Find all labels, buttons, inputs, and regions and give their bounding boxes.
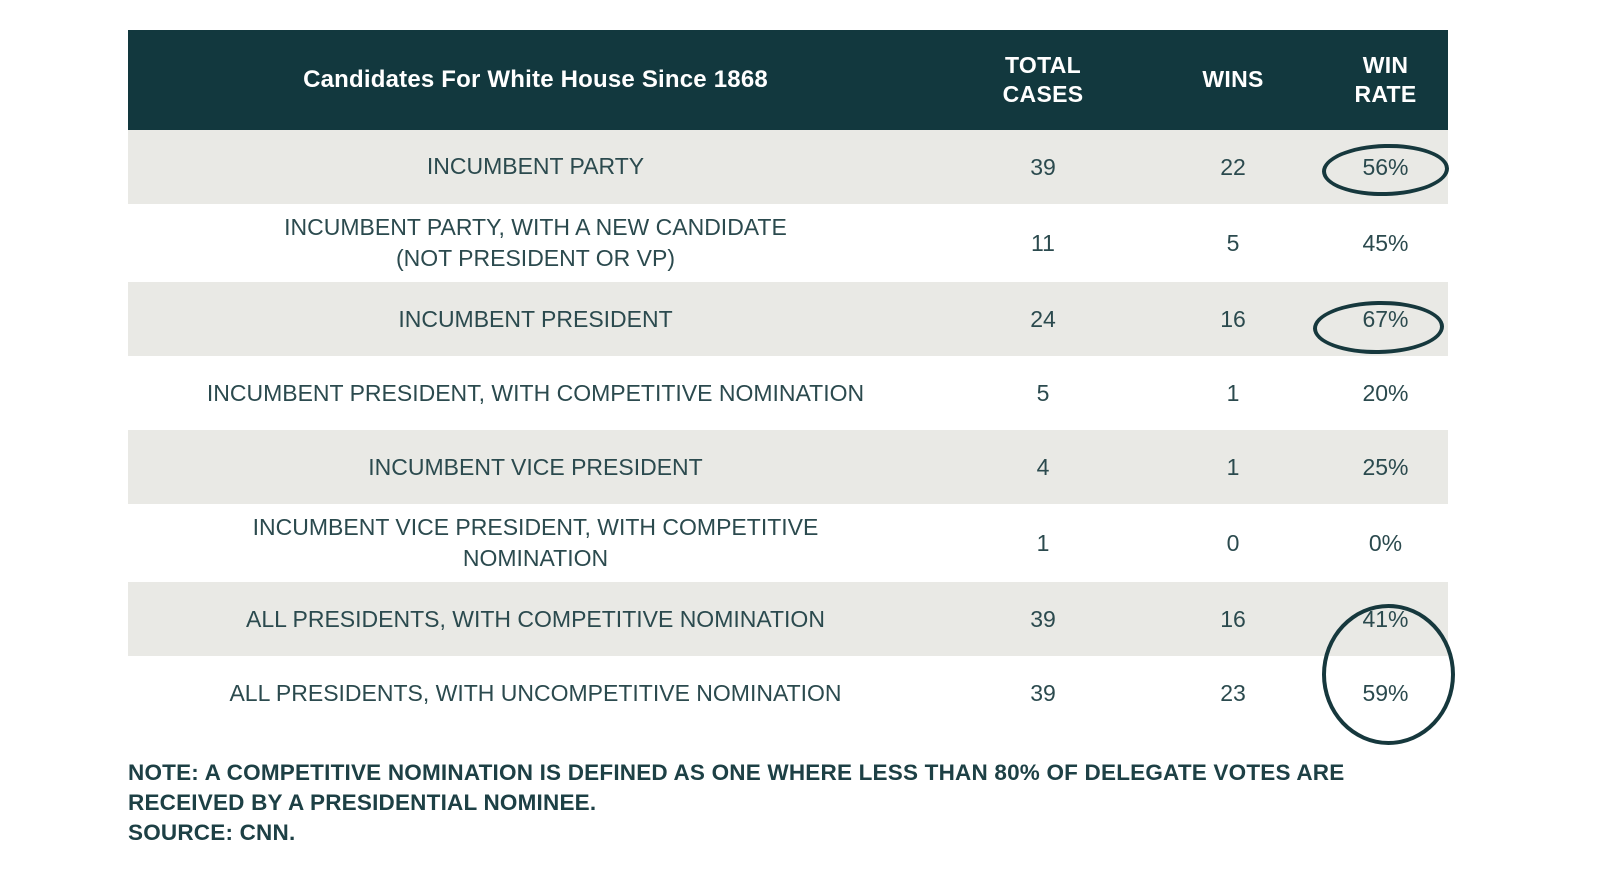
column-header-wins: WINS	[1202, 66, 1264, 93]
cell-wins: 1	[1226, 453, 1240, 480]
row-label: INCUMBENT VICE PRESIDENT	[368, 453, 703, 480]
footnote: NOTE: A COMPETITIVE NOMINATION IS DEFINE…	[128, 758, 1448, 847]
cell-total-cases: 5	[1036, 379, 1050, 406]
source-text: SOURCE: CNN.	[128, 819, 296, 845]
row-label: INCUMBENT PRESIDENT, WITH COMPETITIVE NO…	[206, 379, 865, 406]
cell-wins: 16	[1220, 305, 1246, 332]
cell-wins: 22	[1220, 153, 1246, 180]
row-label: INCUMBENT VICE PRESIDENT, WITH COMPETITI…	[252, 514, 819, 572]
cell-wins: 16	[1220, 605, 1246, 632]
cell-win-rate: 25%	[1362, 453, 1409, 480]
table-row: INCUMBENT PARTY 39 22 56%	[128, 130, 1448, 204]
table-row: INCUMBENT VICE PRESIDENT 4 1 25%	[128, 430, 1448, 505]
cell-total-cases: 39	[1030, 605, 1056, 632]
cell-total-cases: 4	[1036, 453, 1050, 480]
table-row: INCUMBENT VICE PRESIDENT, WITH COMPETITI…	[128, 504, 1448, 583]
cell-win-rate: 56%	[1362, 153, 1409, 180]
cell-win-rate: 59%	[1362, 679, 1409, 706]
cell-total-cases: 11	[1031, 229, 1055, 256]
row-label: ALL PRESIDENTS, WITH UNCOMPETITIVE NOMIN…	[229, 679, 842, 706]
table-row: INCUMBENT PARTY, WITH A NEW CANDIDATE (N…	[128, 204, 1448, 283]
cell-win-rate: 0%	[1368, 529, 1403, 556]
row-label: INCUMBENT PRESIDENT	[398, 305, 673, 332]
row-label: INCUMBENT PARTY, WITH A NEW CANDIDATE (N…	[284, 214, 787, 272]
cell-win-rate: 45%	[1362, 229, 1409, 256]
column-header-total-cases: TOTAL CASES	[1002, 51, 1084, 107]
table-header-row: Candidates For White House Since 1868 TO…	[128, 30, 1448, 130]
table-row: INCUMBENT PRESIDENT, WITH COMPETITIVE NO…	[128, 356, 1448, 431]
cell-win-rate: 41%	[1362, 605, 1409, 632]
table-row: ALL PRESIDENTS, WITH UNCOMPETITIVE NOMIN…	[128, 656, 1448, 731]
cell-total-cases: 39	[1030, 679, 1056, 706]
cell-wins: 5	[1226, 229, 1240, 256]
table-row: INCUMBENT PRESIDENT 24 16 67%	[128, 282, 1448, 357]
note-text: NOTE: A COMPETITIVE NOMINATION IS DEFINE…	[128, 760, 1345, 815]
cell-wins: 23	[1220, 679, 1246, 706]
table-title: Candidates For White House Since 1868	[303, 66, 768, 93]
row-label: ALL PRESIDENTS, WITH COMPETITIVE NOMINAT…	[246, 605, 825, 632]
row-label: INCUMBENT PARTY	[426, 153, 645, 180]
cell-total-cases: 39	[1030, 153, 1056, 180]
cell-wins: 1	[1226, 379, 1240, 406]
candidates-table: Candidates For White House Since 1868 TO…	[128, 30, 1448, 847]
cell-win-rate: 67%	[1362, 305, 1409, 332]
table-row: ALL PRESIDENTS, WITH COMPETITIVE NOMINAT…	[128, 582, 1448, 657]
cell-total-cases: 24	[1030, 305, 1056, 332]
cell-wins: 0	[1226, 529, 1240, 556]
cell-total-cases: 1	[1036, 529, 1050, 556]
column-header-win-rate: WIN RATE	[1354, 51, 1417, 107]
cell-win-rate: 20%	[1362, 379, 1409, 406]
